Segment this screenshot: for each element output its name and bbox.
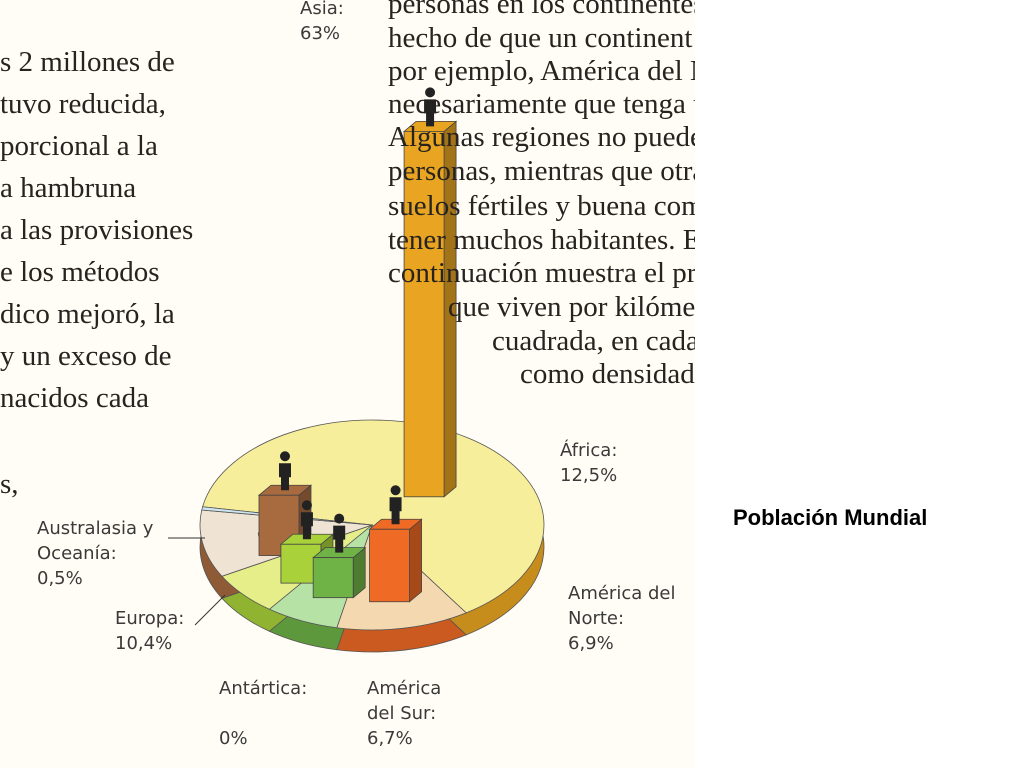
body-text-line: tener muchos habitantes. E bbox=[388, 224, 695, 256]
body-text-line: s, bbox=[0, 468, 19, 500]
body-text-line: dico mejoró, la bbox=[0, 298, 175, 330]
body-text-line: como densidad bbox=[520, 358, 695, 390]
value-label: 12,5% bbox=[560, 465, 618, 486]
figure-body bbox=[389, 497, 402, 525]
bar-side bbox=[409, 518, 422, 603]
figure-head bbox=[301, 500, 312, 511]
body-text-line: que viven por kilómetr bbox=[448, 291, 695, 323]
value-label: 0,5% bbox=[37, 568, 83, 589]
figure-body bbox=[424, 99, 437, 127]
body-text-line: necesariamente que tenga u bbox=[388, 88, 695, 120]
chart bbox=[168, 87, 545, 653]
category-label: Australasia y Oceanía: bbox=[37, 518, 154, 564]
figure-head bbox=[279, 451, 290, 462]
figure-head bbox=[334, 513, 345, 524]
body-text-line: suelos fértiles y buena comu bbox=[388, 190, 695, 222]
category-label: Antártica: bbox=[219, 678, 308, 699]
body-text-line: s 2 millones de bbox=[0, 46, 175, 78]
value-label: 10,4% bbox=[115, 633, 173, 654]
body-text-line: a hambruna bbox=[0, 172, 137, 204]
bar bbox=[403, 130, 445, 498]
value-label: 6,7% bbox=[367, 728, 413, 749]
category-label: América del Sur: bbox=[367, 678, 442, 724]
category-label: Europa: bbox=[115, 608, 185, 629]
figure-head bbox=[425, 87, 436, 98]
value-label: 0% bbox=[219, 728, 248, 749]
body-text-line: tuvo reducida, bbox=[0, 88, 166, 120]
body-text-line: nacidos cada bbox=[0, 382, 149, 414]
body-text-line: hecho de que un continent bbox=[388, 22, 693, 54]
bar bbox=[312, 557, 354, 599]
leader-line bbox=[194, 594, 226, 626]
category-label: América del Norte: bbox=[568, 583, 676, 629]
slide-title: Población Mundial bbox=[733, 505, 928, 530]
bar bbox=[369, 528, 410, 603]
body-text-line: a las provisiones bbox=[0, 214, 194, 246]
figure-body bbox=[300, 512, 313, 540]
body-text-line: continuación muestra el pr bbox=[388, 257, 695, 289]
body-text-line: personas en los continentes bbox=[388, 0, 695, 20]
value-label: 6,9% bbox=[568, 633, 614, 654]
body-text-line: cuadrada, en cada bbox=[492, 325, 695, 357]
scanned-page: s 2 millones de tuvo reducida, porcional a… bbox=[0, 0, 695, 749]
body-text-line: por ejemplo, América del N bbox=[388, 55, 695, 87]
figure-body bbox=[333, 525, 346, 553]
body-text-line: e los métodos bbox=[0, 256, 160, 288]
figure-body bbox=[278, 463, 291, 491]
body-text-line: porcional a la bbox=[0, 130, 158, 162]
category-label: Asia: bbox=[300, 0, 344, 19]
category-label: África: bbox=[560, 440, 618, 461]
value-label: 63% bbox=[300, 23, 341, 44]
body-text-line: personas, mientras que otra bbox=[388, 155, 695, 187]
body-text-line: Algunas regiones no puede bbox=[388, 121, 695, 153]
body-text-line: y un exceso de bbox=[0, 340, 172, 372]
figure-head bbox=[390, 485, 401, 496]
